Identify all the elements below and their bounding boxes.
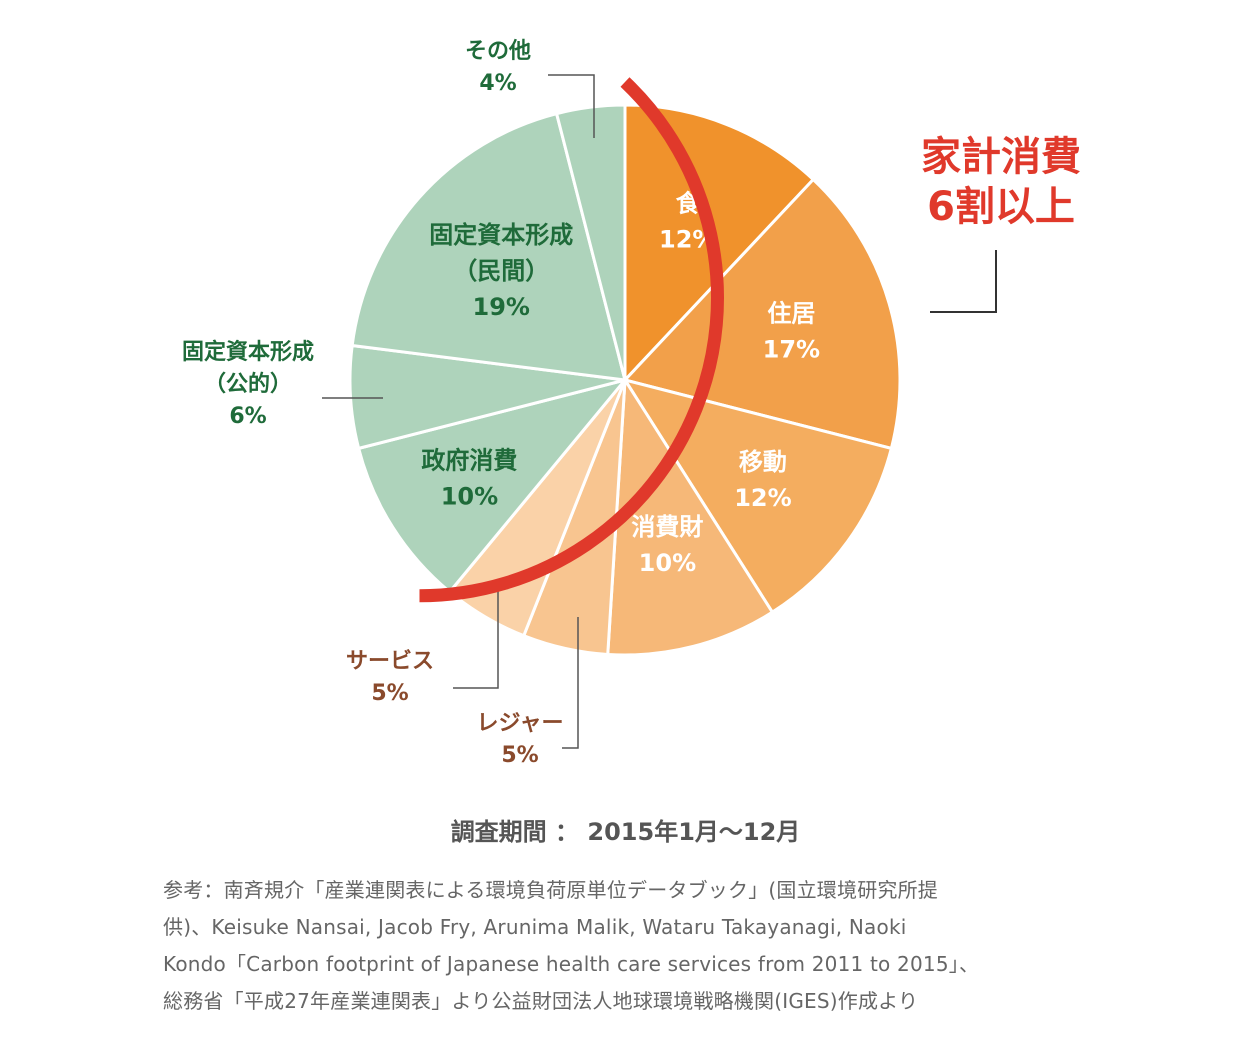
- bracket-arc: [419, 77, 724, 603]
- leader-lines: [322, 74, 595, 749]
- slice-label: 固定資本形成（民間） 19%: [429, 221, 573, 321]
- source-line: 供)、Keisuke Nansai, Jacob Fry, Arunima Ma…: [163, 915, 907, 939]
- slice-label: その他 4%: [465, 39, 531, 96]
- pie-slice: [350, 111, 628, 382]
- slice-label: 固定資本形成（公的） 6%: [182, 339, 314, 429]
- household-consumption-bracket: 家計消費 6割以上: [419, 77, 1081, 603]
- slice-label: 住居 17%: [763, 300, 820, 364]
- pie-slices: [348, 103, 902, 657]
- slice-labels: 食 12%住居 17%移動 12%消費財 10%レジャー 5%サービス 5%政府消費 10%固…: [182, 39, 820, 768]
- source-note: 参考：南斉規介「産業連関表による環境負荷原単位データブック」(国立環境研究所提 …: [163, 872, 1093, 1020]
- pie-slice: [554, 103, 627, 381]
- pie-slice: [606, 375, 775, 657]
- pie-chart: 食 12%住居 17%移動 12%消費財 10%レジャー 5%サービス 5%政府消費 10%固…: [182, 39, 1081, 768]
- source-line: 参考：南斉規介「産業連関表による環境負荷原単位データブック」(国立環境研究所提: [163, 878, 939, 902]
- leader-line: [453, 588, 499, 689]
- pie-slice: [621, 377, 894, 615]
- survey-period: 調査期間 ： 2015年1月〜12月: [450, 818, 801, 846]
- source-line: Kondo「Carbon footprint of Japanese healt…: [163, 952, 980, 976]
- slice-label: 消費財 10%: [631, 513, 703, 577]
- annotation-leader: [930, 250, 997, 313]
- pie-slice: [356, 377, 630, 595]
- leader-line: [562, 617, 579, 749]
- pie-slice: [622, 177, 902, 451]
- annotation-label: 家計消費 6割以上: [921, 134, 1081, 230]
- source-line: 総務省「平成27年産業連関表」より公益財団法人地球環境戦略機関(IGES)作成よ…: [163, 989, 919, 1013]
- slice-label: 政府消費 10%: [421, 447, 517, 511]
- slice-label: サービス 5%: [346, 649, 434, 706]
- leader-line: [548, 74, 595, 138]
- slice-label: 移動 12%: [734, 448, 791, 512]
- slice-label: レジャー 5%: [477, 711, 564, 768]
